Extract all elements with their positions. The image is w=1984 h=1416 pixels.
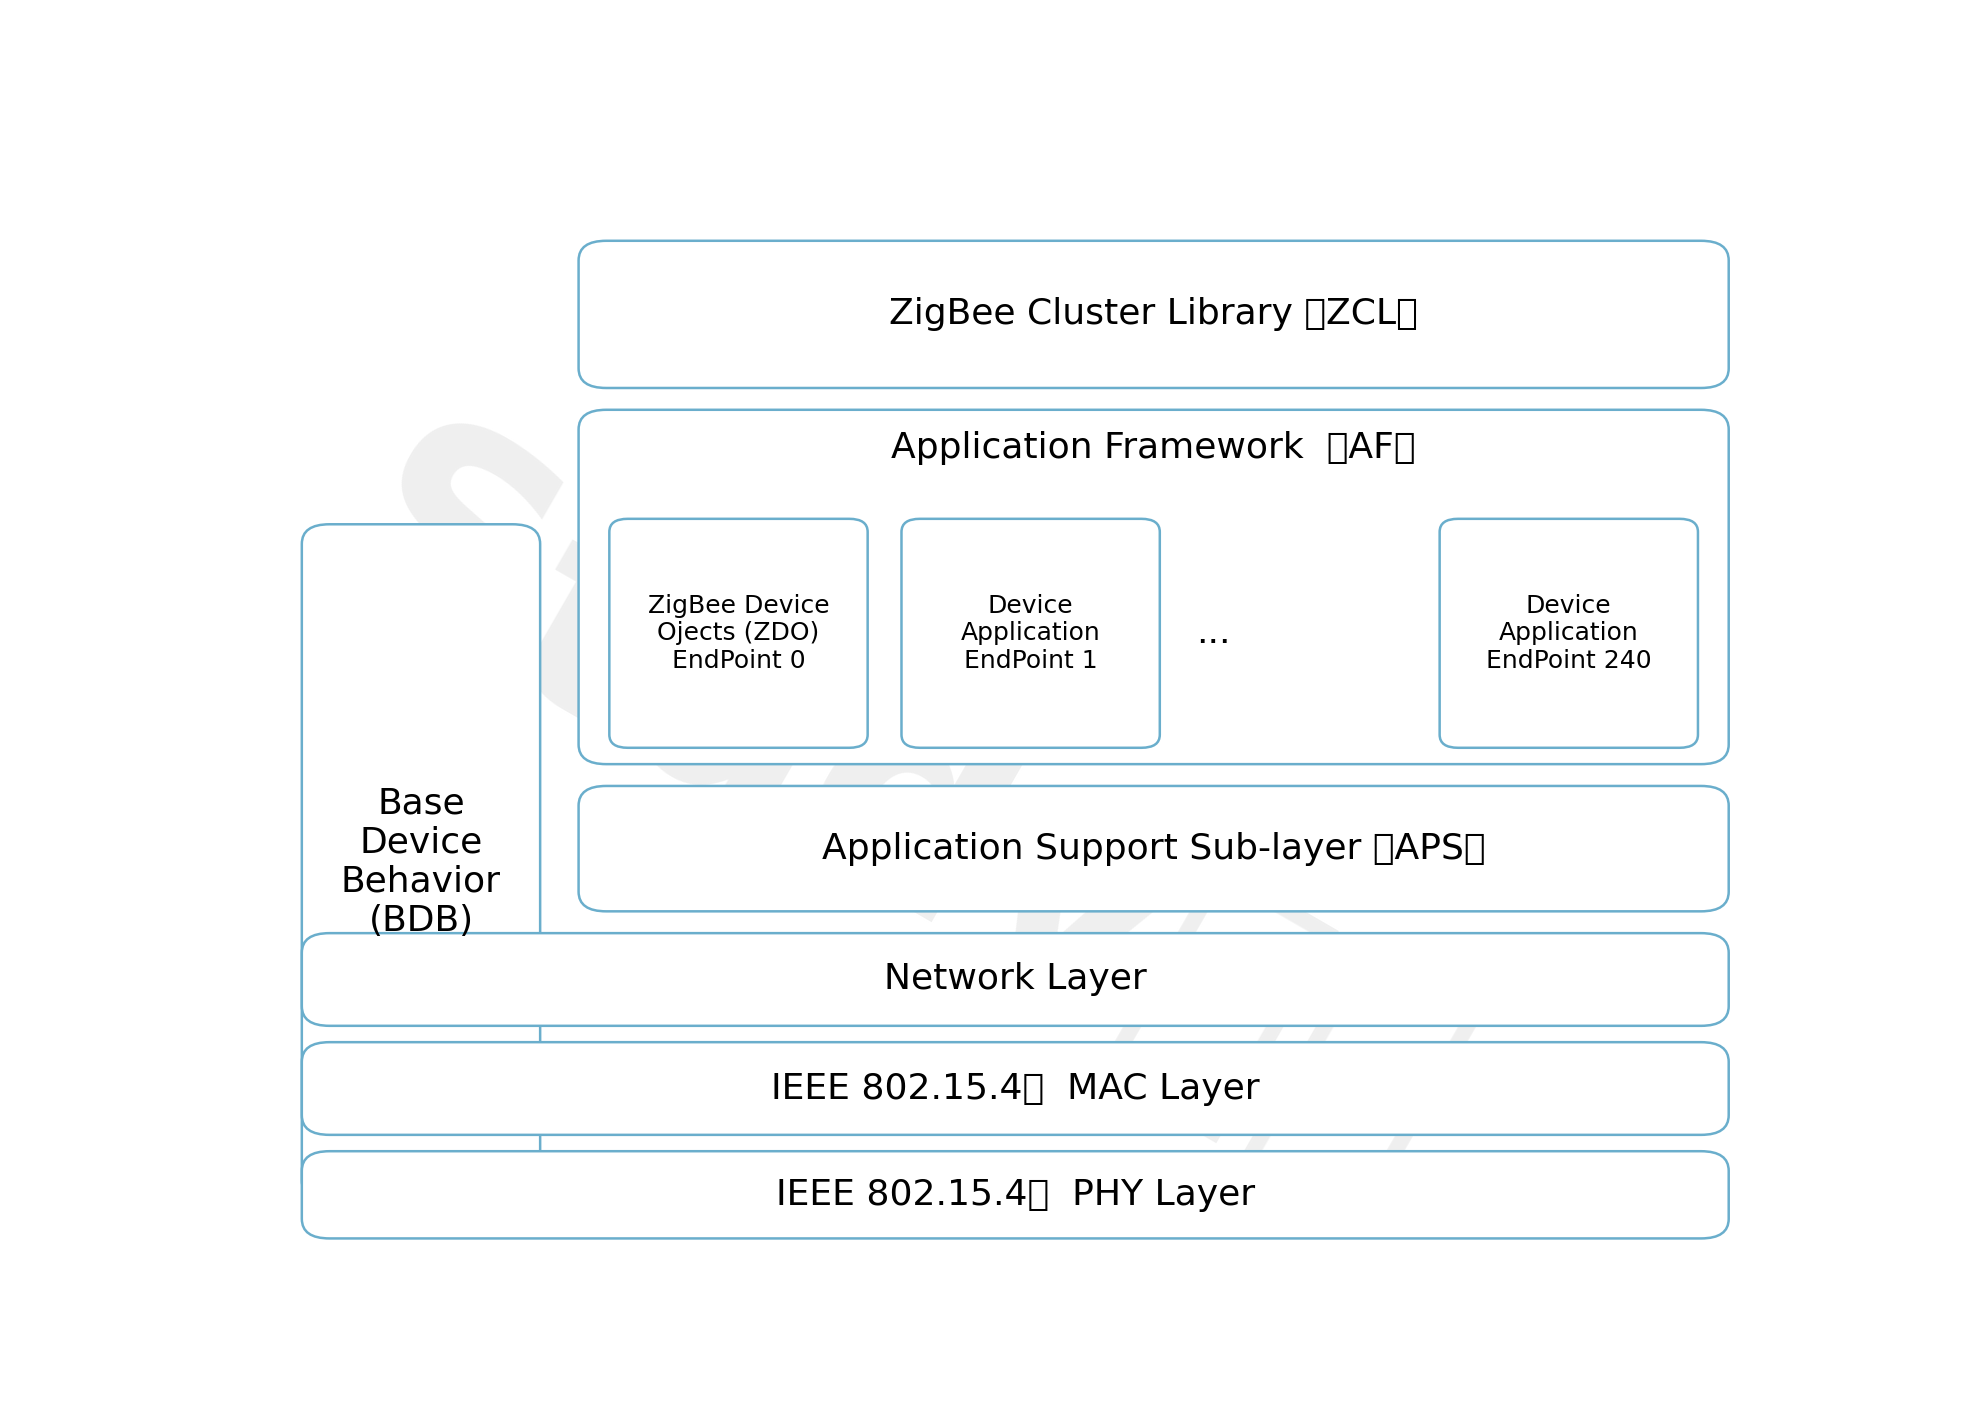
Text: Device
Application
EndPoint 1: Device Application EndPoint 1 xyxy=(960,593,1101,673)
FancyBboxPatch shape xyxy=(302,933,1728,1025)
FancyBboxPatch shape xyxy=(302,524,540,1201)
FancyBboxPatch shape xyxy=(579,241,1728,388)
FancyBboxPatch shape xyxy=(579,786,1728,912)
Text: Base
Device
Behavior
(BDB): Base Device Behavior (BDB) xyxy=(341,786,502,939)
Text: IEEE 802.15.4：  MAC Layer: IEEE 802.15.4： MAC Layer xyxy=(772,1072,1260,1106)
FancyBboxPatch shape xyxy=(901,518,1161,748)
Text: ZigBee Device
Ojects (ZDO)
EndPoint 0: ZigBee Device Ojects (ZDO) EndPoint 0 xyxy=(647,593,829,673)
FancyBboxPatch shape xyxy=(302,1042,1728,1134)
Text: ...: ... xyxy=(1196,616,1230,650)
Text: IEEE 802.15.4：  PHY Layer: IEEE 802.15.4： PHY Layer xyxy=(776,1178,1254,1212)
Text: Study也是: Study也是 xyxy=(288,395,1500,1253)
FancyBboxPatch shape xyxy=(302,1151,1728,1239)
Text: Network Layer: Network Layer xyxy=(885,963,1147,997)
FancyBboxPatch shape xyxy=(579,409,1728,765)
Text: Application Framework  （AF）: Application Framework （AF） xyxy=(891,430,1417,464)
Text: Application Support Sub-layer （APS）: Application Support Sub-layer （APS） xyxy=(821,831,1486,865)
FancyBboxPatch shape xyxy=(609,518,867,748)
Text: Device
Application
EndPoint 240: Device Application EndPoint 240 xyxy=(1486,593,1651,673)
Text: ZigBee Cluster Library （ZCL）: ZigBee Cluster Library （ZCL） xyxy=(889,297,1419,331)
FancyBboxPatch shape xyxy=(1440,518,1698,748)
